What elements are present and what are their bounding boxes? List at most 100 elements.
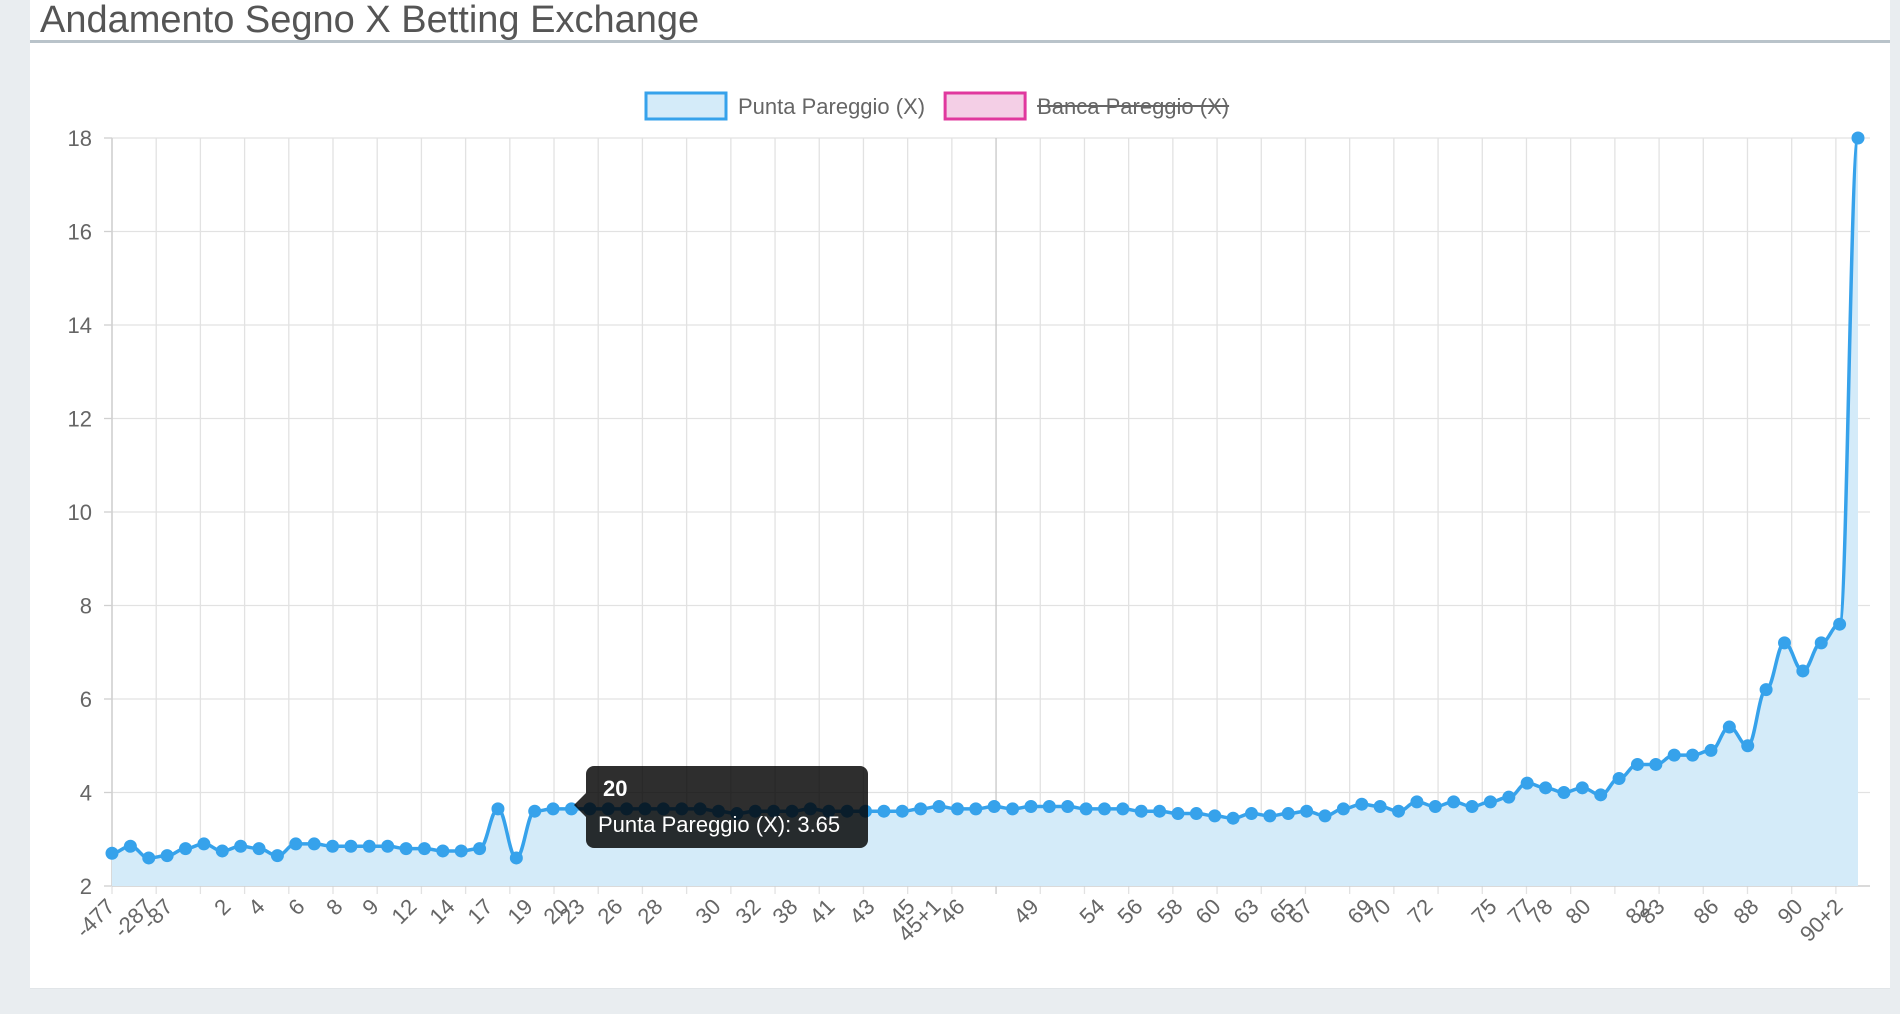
data-point[interactable] <box>1171 807 1185 821</box>
data-point[interactable] <box>1483 795 1497 809</box>
data-point[interactable] <box>1226 811 1240 825</box>
data-point[interactable] <box>1777 636 1791 650</box>
data-point[interactable] <box>105 846 119 860</box>
x-tick-label: 54 <box>1075 894 1110 929</box>
data-point[interactable] <box>509 851 523 865</box>
data-point[interactable] <box>1318 809 1332 823</box>
x-tick-label: 75 <box>1467 894 1502 929</box>
legend-item[interactable]: Banca Pareggio (X) <box>943 91 1230 121</box>
data-point[interactable] <box>160 849 174 863</box>
data-point[interactable] <box>895 804 909 818</box>
data-point[interactable] <box>1024 800 1038 814</box>
data-point[interactable] <box>307 837 321 851</box>
data-point[interactable] <box>1116 802 1130 816</box>
data-point[interactable] <box>1649 757 1663 771</box>
x-tick-label: 70 <box>1361 894 1396 929</box>
data-point[interactable] <box>142 851 156 865</box>
data-point[interactable] <box>1520 776 1534 790</box>
x-tick-label: 78 <box>1523 894 1558 929</box>
data-point[interactable] <box>877 804 891 818</box>
data-point[interactable] <box>326 839 340 853</box>
data-point[interactable] <box>1557 786 1571 799</box>
y-tick-label: 10 <box>68 500 92 525</box>
data-point[interactable] <box>252 842 266 856</box>
data-point[interactable] <box>932 800 946 814</box>
data-point[interactable] <box>969 802 983 816</box>
data-point[interactable] <box>1796 664 1810 678</box>
data-point[interactable] <box>1097 802 1111 816</box>
data-point[interactable] <box>1502 790 1516 804</box>
data-point[interactable] <box>344 839 358 853</box>
x-tick-label: 26 <box>593 894 628 929</box>
data-point[interactable] <box>1244 807 1258 821</box>
data-point[interactable] <box>1281 807 1295 821</box>
data-point[interactable] <box>1300 804 1314 818</box>
data-point[interactable] <box>1833 617 1847 631</box>
data-point[interactable] <box>270 849 284 863</box>
data-point[interactable] <box>1061 800 1075 814</box>
data-point[interactable] <box>1392 804 1406 818</box>
x-tick-label: 9 <box>357 894 383 920</box>
data-point[interactable] <box>454 844 468 858</box>
data-point[interactable] <box>1042 800 1056 814</box>
data-point[interactable] <box>1851 131 1865 145</box>
data-point[interactable] <box>1263 809 1277 823</box>
data-point[interactable] <box>1336 802 1350 816</box>
data-point[interactable] <box>1594 788 1608 802</box>
series-points[interactable] <box>105 131 1865 865</box>
data-point[interactable] <box>1741 739 1755 753</box>
data-point[interactable] <box>417 842 431 856</box>
y-tick-label: 8 <box>80 594 92 619</box>
data-point[interactable] <box>1355 797 1369 811</box>
data-point[interactable] <box>987 800 1001 814</box>
data-point[interactable] <box>1447 795 1461 809</box>
data-point[interactable] <box>914 802 928 816</box>
legend[interactable]: Punta Pareggio (X) Banca Pareggio (X) <box>644 91 1230 121</box>
data-point[interactable] <box>436 844 450 858</box>
data-point[interactable] <box>123 839 137 853</box>
data-point[interactable] <box>1410 795 1424 809</box>
data-point[interactable] <box>1759 683 1773 697</box>
data-point[interactable] <box>234 839 248 853</box>
data-point[interactable] <box>1814 636 1828 650</box>
data-point[interactable] <box>528 804 542 818</box>
x-tick-label: 17 <box>463 894 498 929</box>
data-point[interactable] <box>1079 802 1093 816</box>
data-point[interactable] <box>1134 804 1148 818</box>
data-point[interactable] <box>381 839 395 853</box>
data-point[interactable] <box>362 839 376 853</box>
y-tick-label: 2 <box>80 874 92 899</box>
data-point[interactable] <box>1006 802 1020 816</box>
data-point[interactable] <box>1428 800 1442 814</box>
data-point[interactable] <box>1667 748 1681 762</box>
data-point[interactable] <box>1612 771 1626 785</box>
data-point[interactable] <box>1189 807 1203 821</box>
x-tick-label: 12 <box>387 894 422 929</box>
data-point[interactable] <box>1373 800 1387 814</box>
data-point[interactable] <box>289 837 303 851</box>
data-point[interactable] <box>1465 800 1479 814</box>
data-point[interactable] <box>179 842 193 856</box>
data-point[interactable] <box>1208 809 1222 823</box>
data-point[interactable] <box>473 842 487 856</box>
data-point[interactable] <box>1722 720 1736 734</box>
data-point[interactable] <box>197 837 211 851</box>
data-point[interactable] <box>491 802 505 816</box>
series-fill <box>112 138 1858 886</box>
y-tick-label: 14 <box>68 313 92 338</box>
data-point[interactable] <box>1630 757 1644 771</box>
page-title: Andamento Segno X Betting Exchange <box>40 0 700 41</box>
data-point[interactable] <box>1575 781 1589 795</box>
data-point[interactable] <box>1153 804 1167 818</box>
legend-item[interactable]: Punta Pareggio (X) <box>644 91 925 121</box>
data-point[interactable] <box>546 802 560 816</box>
data-point[interactable] <box>950 802 964 816</box>
data-point[interactable] <box>399 842 413 856</box>
x-tick-label: 2 <box>209 894 235 920</box>
data-point[interactable] <box>1539 781 1553 795</box>
data-point[interactable] <box>1686 748 1700 762</box>
data-point[interactable] <box>215 844 229 858</box>
x-tick-label: 88 <box>1729 894 1764 929</box>
data-point[interactable] <box>1704 743 1718 757</box>
x-tick-label: 14 <box>425 894 460 929</box>
